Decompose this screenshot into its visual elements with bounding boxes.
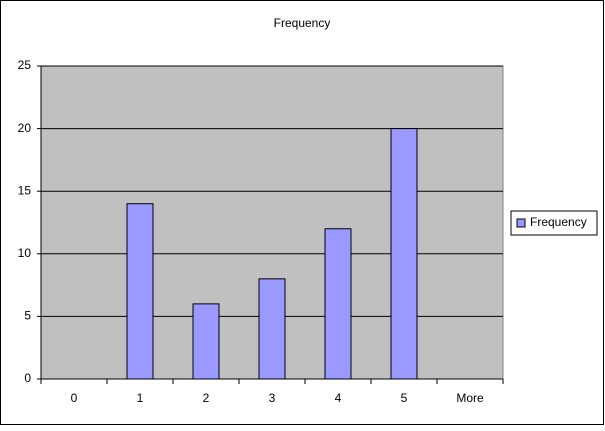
y-tick-label: 10: [18, 246, 32, 260]
x-tick-label: More: [456, 391, 484, 405]
y-tick-label: 5: [24, 309, 31, 323]
chart-title: Frequency: [274, 16, 331, 30]
bar: [258, 278, 286, 380]
x-tick-label: 2: [203, 391, 210, 405]
bar: [126, 203, 154, 380]
y-tick-label: 20: [18, 121, 32, 135]
legend-swatch: [516, 218, 526, 228]
x-tick-label: 3: [269, 391, 276, 405]
y-tick-label: 25: [18, 58, 32, 72]
x-tick-label: 0: [71, 391, 78, 405]
legend-label: Frequency: [530, 215, 587, 229]
x-tick-label: 5: [401, 391, 408, 405]
bar: [324, 228, 352, 380]
y-tick-label: 15: [18, 183, 32, 197]
x-tick-label: 1: [137, 391, 144, 405]
y-tick-label: 0: [24, 371, 31, 385]
x-tick-label: 4: [335, 391, 342, 405]
bar: [390, 128, 418, 380]
bar: [192, 303, 220, 380]
